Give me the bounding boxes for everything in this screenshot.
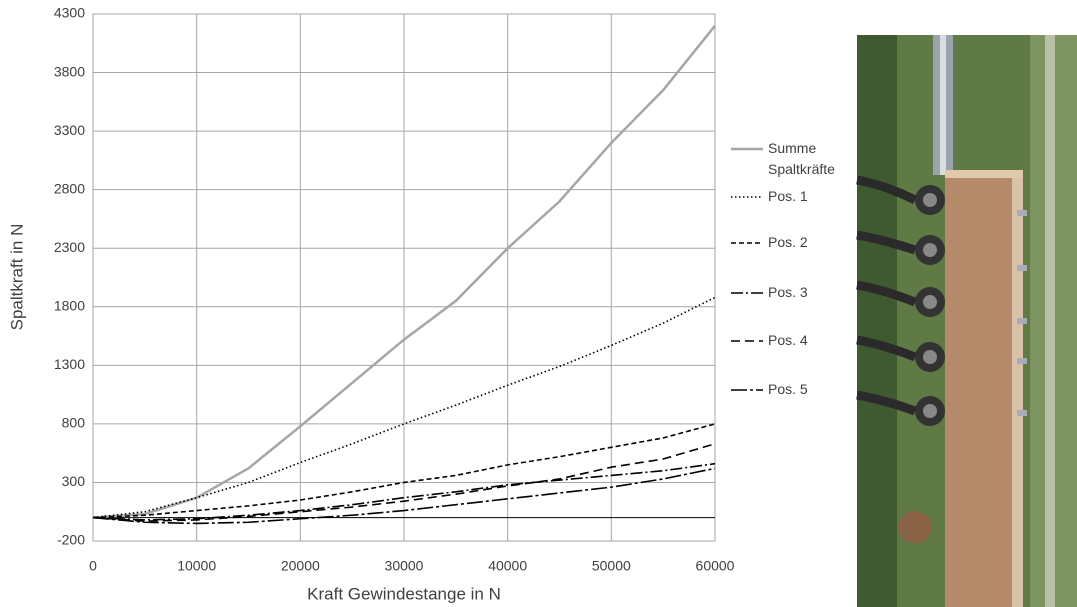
x-tick-label: 20000 (281, 558, 320, 574)
x-tick-label: 10000 (177, 558, 216, 574)
page: Kraft Gewindestange in N Spaltkraft in N… (0, 0, 1077, 607)
y-tick-label: 2300 (54, 239, 85, 255)
y-tick-label: 300 (62, 473, 86, 489)
legend-label: Summe Spaltkräfte (768, 138, 854, 180)
x-tick-label: 50000 (592, 558, 631, 574)
chart: Kraft Gewindestange in N Spaltkraft in N… (0, 0, 1077, 607)
x-tick-label: 0 (89, 558, 97, 574)
y-axis-label: Spaltkraft in N (7, 224, 26, 331)
y-tick-label: 1300 (54, 356, 85, 372)
x-axis-label: Kraft Gewindestange in N (307, 584, 501, 603)
legend-label: Pos. 3 (768, 282, 854, 303)
photo (857, 35, 1077, 607)
x-tick-label: 40000 (488, 558, 527, 574)
y-tick-label: -200 (57, 532, 85, 548)
y-tick-label: 1800 (54, 297, 85, 313)
y-tick-label: 800 (62, 415, 86, 431)
y-tick-label: 2800 (54, 180, 85, 196)
legend-label: Pos. 2 (768, 232, 854, 253)
legend-label: Pos. 5 (768, 379, 854, 400)
legend-label: Pos. 1 (768, 186, 854, 207)
x-tick-label: 30000 (385, 558, 424, 574)
y-tick-label: 3300 (54, 122, 85, 138)
x-tick-label: 60000 (696, 558, 735, 574)
y-tick-label: 3800 (54, 63, 85, 79)
legend-label: Pos. 4 (768, 330, 854, 351)
y-tick-label: 4300 (54, 5, 85, 21)
